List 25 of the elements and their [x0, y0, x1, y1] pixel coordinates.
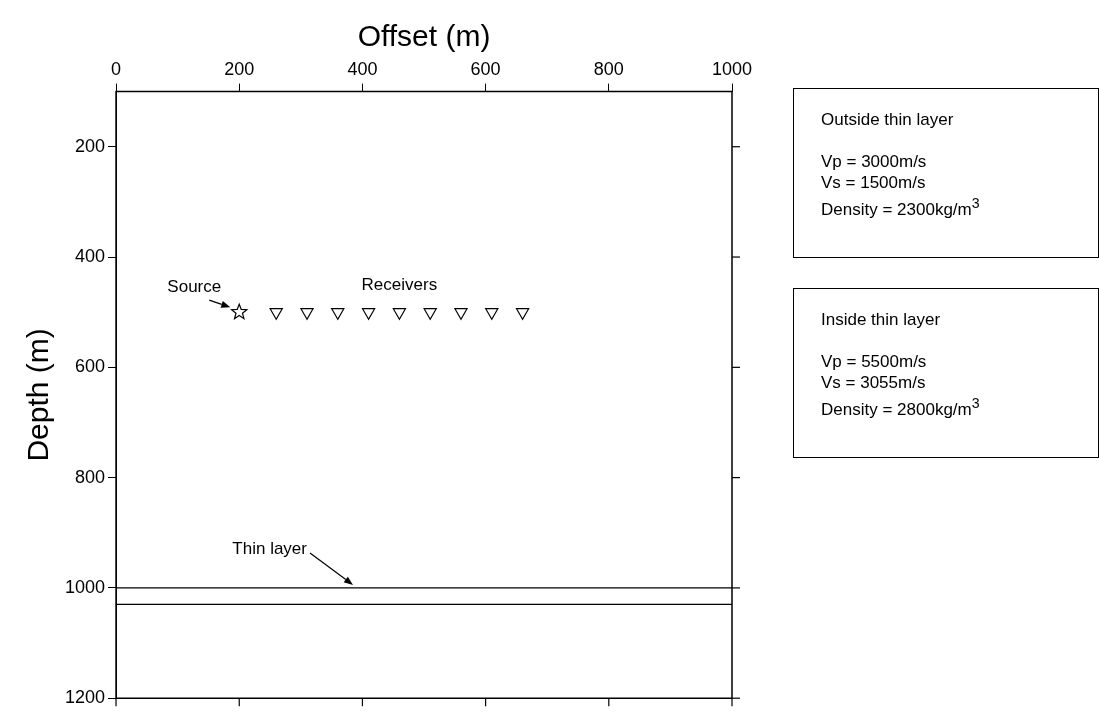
y-tick-label: 400 — [75, 246, 106, 267]
text: Density = 2300kg/m$^{3}$ — [821, 194, 981, 220]
x-axis-title: Offset (m) — [357, 19, 491, 53]
text: Vp = 3000m/s — [821, 151, 928, 172]
x-tick-label: 1000 — [711, 58, 753, 79]
y-axis-title: Depth (m) — [21, 328, 55, 462]
y-tick-label: 800 — [75, 466, 106, 487]
x-tick-label: 800 — [593, 58, 624, 79]
series-label: Receivers — [361, 275, 438, 295]
x-tick-label: 0 — [111, 58, 122, 79]
series-label: Source — [167, 277, 222, 297]
y-tick-label: 600 — [75, 356, 106, 377]
text: Density = 2800kg/m$^{3}$ — [821, 394, 981, 420]
x-tick-label: 600 — [470, 58, 501, 79]
text: Vs = 3055m/s — [821, 372, 927, 393]
text: Outside thin layer — [821, 109, 955, 130]
y-tick-label: 1200 — [65, 687, 106, 708]
ref-line-label: Thin layer — [232, 539, 308, 559]
y-tick-label: 200 — [75, 135, 106, 156]
text: Vp = 5500m/s — [821, 351, 928, 372]
x-tick-label: 400 — [347, 58, 378, 79]
x-tick-label: 200 — [224, 58, 255, 79]
text: Vs = 1500m/s — [821, 172, 927, 193]
text: Inside thin layer — [821, 309, 942, 330]
y-tick-label: 1000 — [65, 576, 106, 597]
